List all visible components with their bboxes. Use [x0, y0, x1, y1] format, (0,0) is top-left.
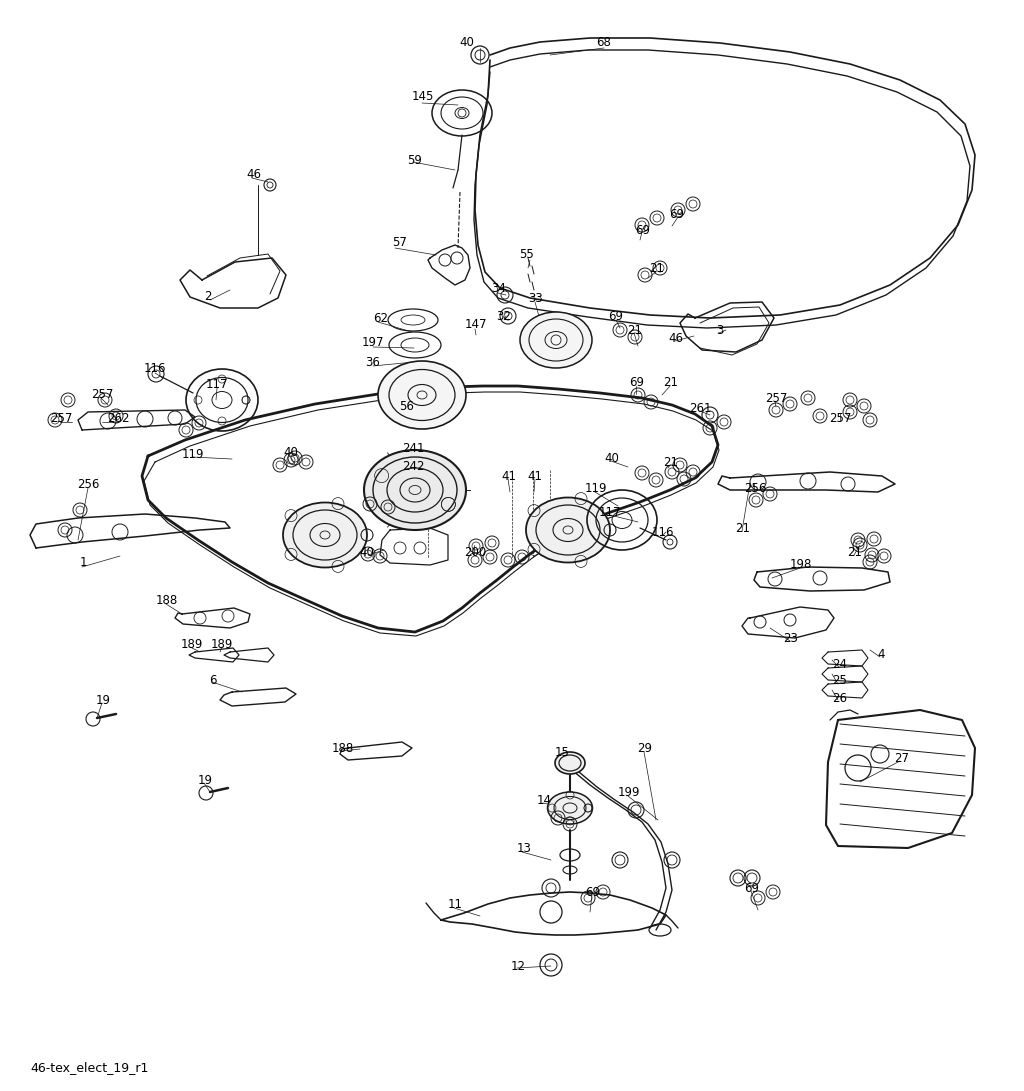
Text: 23: 23 — [783, 632, 799, 645]
Text: 55: 55 — [518, 249, 534, 262]
Text: 189: 189 — [181, 637, 203, 650]
Text: 21: 21 — [664, 456, 679, 468]
Text: 256: 256 — [77, 478, 99, 491]
Text: 68: 68 — [597, 36, 611, 49]
Text: 257: 257 — [765, 392, 787, 405]
Text: 189: 189 — [211, 637, 233, 650]
Text: 261: 261 — [689, 401, 712, 415]
Text: 2: 2 — [204, 289, 212, 302]
Text: 56: 56 — [399, 400, 415, 413]
Text: 21: 21 — [848, 546, 862, 559]
Text: 21: 21 — [649, 263, 665, 276]
Ellipse shape — [520, 312, 592, 368]
Ellipse shape — [548, 792, 593, 824]
Text: 25: 25 — [833, 674, 848, 687]
Text: 188: 188 — [332, 742, 354, 755]
Text: 145: 145 — [412, 91, 434, 104]
Text: 197: 197 — [361, 336, 384, 348]
Text: 117: 117 — [599, 505, 622, 518]
Text: 69: 69 — [744, 882, 760, 895]
Text: 119: 119 — [585, 482, 607, 495]
Text: 119: 119 — [181, 447, 204, 460]
Text: 1: 1 — [79, 556, 87, 570]
Text: 13: 13 — [516, 841, 531, 854]
Text: 41: 41 — [527, 469, 543, 482]
Text: 257: 257 — [50, 412, 72, 425]
Ellipse shape — [364, 449, 466, 530]
Text: 46-tex_elect_19_r1: 46-tex_elect_19_r1 — [30, 1062, 148, 1075]
Text: 242: 242 — [401, 459, 424, 472]
Text: 26: 26 — [833, 692, 848, 705]
Text: 116: 116 — [143, 362, 166, 375]
Text: 46: 46 — [247, 168, 261, 181]
Text: 69: 69 — [636, 224, 650, 237]
Text: 69: 69 — [586, 886, 600, 899]
Ellipse shape — [378, 361, 466, 429]
Text: 69: 69 — [608, 311, 624, 324]
Text: 4: 4 — [878, 647, 885, 660]
Text: 59: 59 — [408, 154, 423, 167]
Text: 257: 257 — [91, 387, 114, 400]
Text: 256: 256 — [743, 481, 766, 494]
Ellipse shape — [526, 497, 610, 563]
Text: 198: 198 — [790, 559, 812, 572]
Text: 40: 40 — [604, 452, 620, 465]
Ellipse shape — [555, 752, 585, 774]
Text: 40: 40 — [359, 546, 375, 559]
Text: 3: 3 — [717, 324, 724, 336]
Text: 40: 40 — [460, 36, 474, 48]
Text: 19: 19 — [95, 694, 111, 707]
Text: 33: 33 — [528, 291, 544, 304]
Text: 11: 11 — [447, 899, 463, 911]
Text: 19: 19 — [198, 774, 213, 787]
Text: 241: 241 — [401, 443, 424, 456]
Text: 29: 29 — [638, 743, 652, 755]
Text: 257: 257 — [828, 411, 851, 424]
Text: 40: 40 — [284, 446, 298, 459]
Text: 34: 34 — [492, 283, 507, 296]
Text: 21: 21 — [664, 376, 679, 389]
Text: 14: 14 — [537, 793, 552, 806]
Text: 69: 69 — [670, 207, 684, 220]
Text: 41: 41 — [502, 469, 516, 482]
Text: 21: 21 — [735, 521, 751, 535]
Text: 147: 147 — [465, 319, 487, 332]
Text: 12: 12 — [511, 959, 525, 972]
Text: 117: 117 — [206, 379, 228, 392]
Text: 199: 199 — [617, 787, 640, 800]
Text: 15: 15 — [555, 745, 569, 758]
Text: 32: 32 — [497, 310, 511, 323]
Text: 200: 200 — [464, 546, 486, 559]
Text: 188: 188 — [156, 595, 178, 608]
Text: 46: 46 — [669, 332, 683, 345]
Text: 62: 62 — [374, 312, 388, 324]
Ellipse shape — [283, 503, 367, 567]
Text: 27: 27 — [895, 752, 909, 765]
Text: 6: 6 — [209, 673, 217, 686]
Text: 24: 24 — [833, 658, 848, 671]
Text: 57: 57 — [392, 237, 408, 250]
Text: 21: 21 — [628, 324, 642, 336]
Text: 36: 36 — [366, 356, 381, 369]
Text: 116: 116 — [651, 527, 674, 540]
Text: 69: 69 — [630, 376, 644, 389]
Text: 262: 262 — [106, 411, 129, 424]
